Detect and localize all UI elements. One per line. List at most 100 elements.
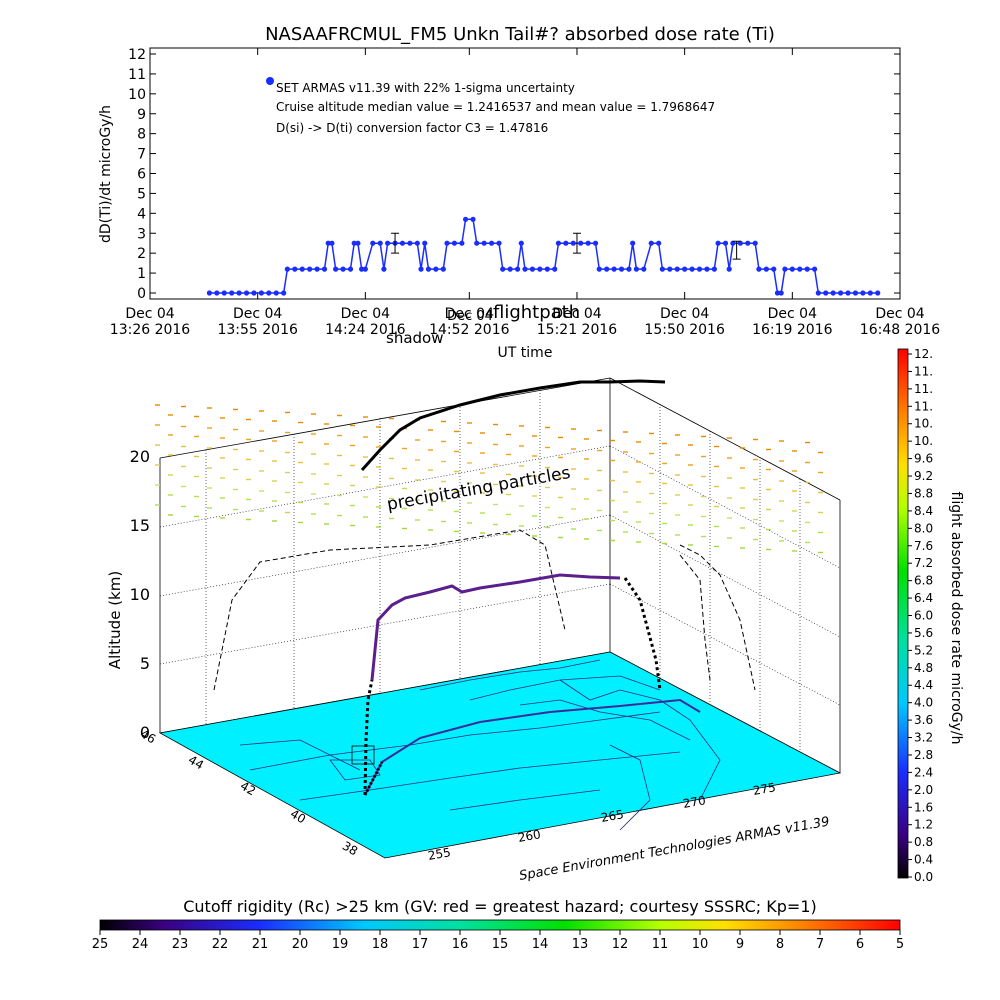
x-tick-time: 16:48 2016: [860, 322, 941, 338]
data-point: [418, 266, 424, 272]
rigidity-tick-label: 15: [492, 937, 509, 952]
data-point: [585, 240, 591, 246]
x-axis-label: UT time: [498, 345, 553, 361]
altitude-tick-label: 15: [130, 516, 150, 535]
y-axis-label: dD(Ti)/dt microGy/h: [98, 105, 114, 243]
data-point: [815, 290, 821, 296]
origin-box: [351, 745, 375, 765]
x-tick-date: Dec 04: [125, 306, 174, 322]
3d-grid-dotted: [159, 390, 841, 752]
y-tick-label: 10: [128, 87, 146, 103]
rigidity-tick-label: 25: [92, 937, 109, 952]
rigidity-tick-label: 6: [856, 937, 864, 952]
rigidity-title: Cutoff rigidity (Rc) >25 km (GV: red = g…: [183, 897, 817, 916]
rigidity-tick-label: 19: [332, 937, 349, 952]
latitude-tick-label: 40: [288, 807, 308, 827]
y-tick-label: 5: [137, 186, 146, 202]
data-point: [596, 266, 602, 272]
colorbar-gradient: [897, 348, 909, 879]
data-point: [507, 266, 513, 272]
rigidity-tick-label: 22: [212, 937, 229, 952]
data-point: [347, 266, 354, 272]
data-point: [284, 266, 290, 272]
data-point: [481, 240, 487, 246]
rigidity-tick-label: 14: [532, 937, 549, 952]
data-point: [648, 240, 654, 246]
data-point: [340, 266, 346, 272]
longitude-tick-label: 270: [682, 793, 707, 811]
data-point: [518, 240, 524, 246]
latitude-tick-label: 46: [138, 727, 158, 747]
y-tick-label: 7: [137, 147, 146, 163]
error-bar: [391, 232, 400, 254]
data-point: [730, 240, 736, 246]
longitude-tick-label: 275: [752, 780, 777, 798]
data-point: [756, 266, 762, 272]
data-point: [514, 266, 521, 272]
data-point: [782, 266, 788, 272]
rigidity-tick-label: 21: [252, 937, 269, 952]
x-tick-time: 15:50 2016: [644, 322, 725, 338]
data-point: [789, 266, 795, 272]
colorbar-tick-label: 5.2: [914, 643, 933, 657]
data-point: [214, 290, 220, 296]
colorbar-tick-label: 8.4: [914, 504, 933, 518]
data-point: [462, 216, 469, 222]
rigidity-tick-label: 13: [572, 937, 589, 952]
rigidity-tick-label: 10: [692, 937, 709, 952]
data-point: [281, 290, 287, 296]
colorbar-tick-label: 11.: [914, 382, 933, 396]
legend-marker: [266, 77, 274, 85]
data-point: [659, 266, 665, 272]
x-tick-time: 13:26 2016: [110, 322, 191, 338]
data-point: [529, 266, 536, 272]
z-axis-label: Altitude (km): [106, 571, 124, 669]
altitude-tick-label: 10: [130, 585, 150, 604]
data-point: [221, 290, 227, 296]
colorbar-tick-label: 6.4: [914, 591, 933, 605]
longitude-tick-label: 255: [427, 845, 452, 863]
colorbar-tick-label: 3.2: [914, 731, 933, 745]
data-point: [860, 290, 866, 296]
colorbar-tick-label: 7.2: [914, 556, 933, 570]
data-point: [251, 290, 257, 296]
colorbar-tick-label: 7.6: [914, 539, 933, 553]
data-point: [206, 290, 213, 296]
data-point: [570, 240, 576, 246]
x-tick-time: 14:52 2016: [429, 322, 510, 338]
x-tick-date: Dec 04: [660, 306, 709, 322]
data-point: [314, 266, 320, 272]
latitude-tick-label: 44: [186, 753, 206, 773]
cruise-track: [370, 573, 621, 681]
colorbar-tick-label: 8.8: [914, 486, 933, 500]
shadow-projections: [213, 529, 756, 691]
colorbar-tick-label: 2.8: [914, 748, 933, 762]
rigidity-tick-label: 5: [896, 937, 904, 952]
data-point: [674, 266, 680, 272]
map-floor: [158, 651, 842, 859]
colorbar-tick-label: 1.6: [914, 800, 933, 814]
data-point: [243, 290, 250, 296]
data-point: [667, 266, 673, 272]
data-point: [414, 240, 420, 246]
data-point: [329, 240, 335, 246]
data-point: [459, 240, 465, 246]
x-tick-date: Dec 04: [552, 306, 601, 322]
stats-annotation: Cruise altitude median value = 1.2416537…: [276, 100, 715, 114]
rigidity-tick-label: 23: [172, 937, 189, 952]
error-bar: [732, 240, 741, 260]
rigidity-tick-label: 8: [776, 937, 784, 952]
dose-rate-panel: NASAAFRCMUL_FM5 Unkn Tail#? absorbed dos…: [98, 24, 940, 361]
data-point: [804, 266, 810, 272]
data-point: [797, 266, 803, 272]
data-point: [778, 290, 784, 296]
data-point: [333, 266, 339, 272]
data-point: [273, 290, 279, 296]
data-point: [852, 290, 859, 296]
rigidity-tick-label: 11: [652, 937, 669, 952]
data-point: [563, 240, 569, 246]
data-point: [292, 266, 298, 272]
data-point: [771, 266, 777, 272]
data-point: [682, 266, 688, 272]
data-point: [299, 266, 305, 272]
